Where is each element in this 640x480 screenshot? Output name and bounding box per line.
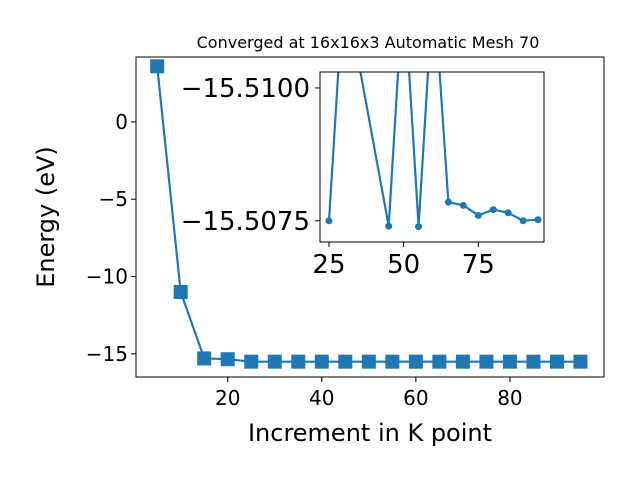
inset-data-point bbox=[415, 223, 423, 231]
inset-data-point bbox=[385, 222, 393, 230]
inset-axes-frame bbox=[319, 71, 545, 243]
inset-data-point bbox=[519, 217, 527, 225]
main-data-point bbox=[291, 354, 306, 369]
y-axis-label: Energy (eV) bbox=[32, 146, 60, 288]
main-x-tick-label: 60 bbox=[403, 386, 428, 410]
main-data-point bbox=[573, 354, 588, 369]
inset-x-tick-label: 50 bbox=[387, 250, 420, 280]
main-data-point bbox=[455, 354, 470, 369]
inset-data-point bbox=[504, 209, 512, 217]
main-data-point bbox=[479, 354, 494, 369]
main-data-point bbox=[385, 354, 400, 369]
main-data-point bbox=[526, 354, 541, 369]
main-data-point bbox=[549, 354, 564, 369]
x-axis-label: Increment in K point bbox=[248, 419, 492, 447]
main-data-point bbox=[361, 354, 376, 369]
main-data-point bbox=[150, 59, 165, 74]
inset-background bbox=[320, 72, 544, 242]
main-axes-frame bbox=[135, 56, 605, 378]
main-x-tick-label: 80 bbox=[497, 386, 522, 410]
main-data-point bbox=[408, 354, 423, 369]
main-data-point bbox=[502, 354, 517, 369]
inset-data-point bbox=[444, 198, 452, 206]
main-data-point bbox=[173, 284, 188, 299]
main-plot: 20 40 60 80 0 −5 −10 −15 bbox=[86, 59, 588, 410]
main-y-tick-label: −5 bbox=[99, 187, 128, 211]
inset-data-point bbox=[325, 217, 333, 225]
main-data-point bbox=[220, 352, 235, 367]
inset-y-tick-label: −15.5075 bbox=[181, 207, 310, 237]
main-data-point bbox=[267, 354, 282, 369]
main-y-tick-label: −15 bbox=[86, 342, 128, 366]
inset-y-tick-label: −15.5100 bbox=[181, 74, 310, 104]
main-x-tick-label: 40 bbox=[309, 386, 334, 410]
main-data-point bbox=[197, 351, 212, 366]
chart-title: Converged at 16x16x3 Automatic Mesh 70 bbox=[197, 33, 540, 52]
main-x-tick-label: 20 bbox=[215, 386, 240, 410]
inset-data-point bbox=[474, 211, 482, 219]
main-data-point bbox=[432, 354, 447, 369]
main-data-point bbox=[314, 354, 329, 369]
inset-x-tick-label: 25 bbox=[312, 250, 345, 280]
inset-data-point bbox=[459, 201, 467, 209]
inset-plot: 25 50 75 −15.5100 −15.5075 bbox=[181, 72, 542, 280]
main-y-tick-label: 0 bbox=[115, 110, 128, 134]
inset-data-point bbox=[489, 206, 497, 214]
inset-data-point bbox=[534, 216, 542, 224]
inset-x-tick-label: 75 bbox=[462, 250, 495, 280]
main-data-point bbox=[338, 354, 353, 369]
main-y-tick-label: −10 bbox=[86, 265, 128, 289]
main-data-point bbox=[244, 354, 259, 369]
